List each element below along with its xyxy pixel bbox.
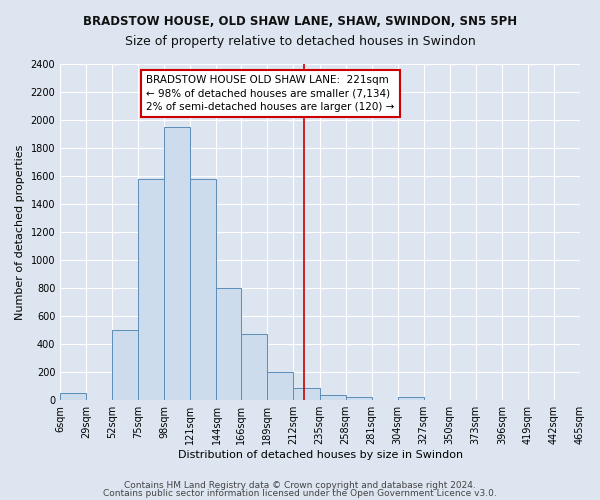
Text: BRADSTOW HOUSE OLD SHAW LANE:  221sqm
← 98% of detached houses are smaller (7,13: BRADSTOW HOUSE OLD SHAW LANE: 221sqm ← 9… [146, 75, 395, 112]
Bar [139, 179, 164, 400]
Text: Size of property relative to detached houses in Swindon: Size of property relative to detached ho… [125, 35, 475, 48]
Bar [190, 179, 217, 400]
Bar [241, 334, 268, 400]
Bar [217, 288, 241, 400]
Text: Contains public sector information licensed under the Open Government Licence v3: Contains public sector information licen… [103, 489, 497, 498]
Bar [346, 398, 371, 400]
Bar [268, 372, 293, 400]
Bar [60, 393, 86, 400]
Text: BRADSTOW HOUSE, OLD SHAW LANE, SHAW, SWINDON, SN5 5PH: BRADSTOW HOUSE, OLD SHAW LANE, SHAW, SWI… [83, 15, 517, 28]
X-axis label: Distribution of detached houses by size in Swindon: Distribution of detached houses by size … [178, 450, 463, 460]
Bar [112, 330, 139, 400]
Bar [398, 398, 424, 400]
Text: Contains HM Land Registry data © Crown copyright and database right 2024.: Contains HM Land Registry data © Crown c… [124, 480, 476, 490]
Bar [293, 388, 320, 400]
Bar [320, 396, 346, 400]
Bar [164, 127, 190, 400]
Y-axis label: Number of detached properties: Number of detached properties [15, 144, 25, 320]
